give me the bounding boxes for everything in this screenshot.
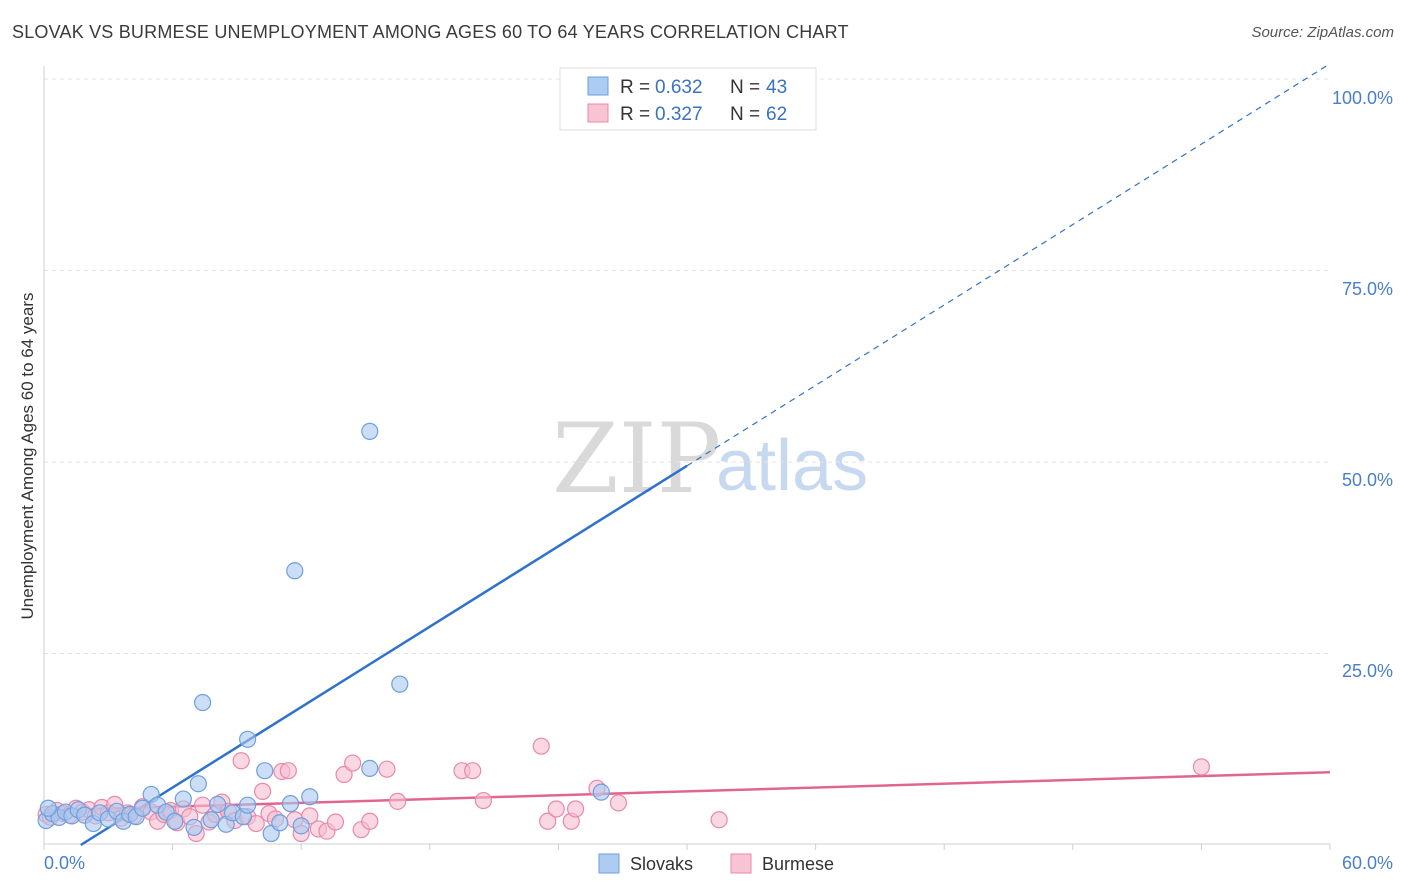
x-tick-label-0: 0.0%: [44, 853, 85, 873]
data-point-burmese: [609, 794, 628, 812]
data-points: [37, 85, 1211, 843]
data-point-slovaks: [301, 788, 319, 806]
y-tick-label-100: 100.0%: [1332, 88, 1393, 108]
data-point-slovaks: [239, 796, 257, 814]
y-tick-label-75: 75.0%: [1342, 279, 1393, 299]
data-point-slovaks: [361, 759, 379, 778]
bottom-legend: Slovaks Burmese: [598, 853, 834, 874]
legend-r-value-burmese: 0.327: [655, 104, 703, 125]
data-point-slovaks: [256, 762, 274, 780]
bottom-legend-label-burmese: Burmese: [762, 854, 834, 874]
source-label: Source: ZipAtlas.com: [1251, 24, 1394, 41]
chart-title: SLOVAK VS BURMESE UNEMPLOYMENT AMONG AGE…: [12, 22, 849, 42]
data-point-burmese: [532, 737, 550, 755]
legend: R = 0.632 N = 43 R = 0.327 N = 62: [559, 67, 817, 131]
data-point-burmese: [547, 800, 565, 818]
legend-n-value-burmese: 62: [766, 104, 787, 125]
y-tick-label-25: 25.0%: [1342, 661, 1393, 681]
grid: [44, 78, 1330, 654]
bottom-legend-swatch-burmese: [730, 853, 752, 874]
data-point-burmese: [232, 752, 250, 770]
data-point-slovaks: [209, 795, 227, 814]
data-point-burmese: [378, 760, 396, 778]
legend-swatch-burmese: [587, 103, 609, 123]
data-point-burmese: [361, 812, 379, 830]
data-point-burmese: [1192, 758, 1211, 776]
data-point-slovaks: [39, 799, 57, 817]
data-point-burmese: [464, 762, 482, 780]
trend-line-burmese: [43, 770, 1331, 812]
data-point-slovaks: [271, 814, 289, 832]
data-point-slovaks: [166, 812, 184, 830]
trend-lines: [43, 63, 1331, 847]
data-point-slovaks: [202, 811, 220, 829]
legend-r-label-burmese: R =: [620, 104, 650, 125]
data-point-slovaks: [189, 775, 207, 793]
data-point-burmese: [279, 762, 297, 780]
data-point-slovaks: [239, 730, 257, 748]
data-point-burmese: [539, 812, 557, 830]
data-point-slovaks: [194, 693, 212, 712]
data-point-slovaks: [286, 562, 304, 580]
legend-swatch-slovaks: [587, 76, 609, 96]
trend-line-slovaks: [80, 464, 688, 847]
bottom-legend-label-slovaks: Slovaks: [630, 854, 693, 874]
legend-n-value-slovaks: 43: [766, 77, 787, 98]
data-point-slovaks: [361, 422, 379, 440]
data-point-slovaks: [174, 790, 192, 808]
data-point-burmese: [344, 754, 362, 772]
data-point-slovaks: [281, 795, 300, 813]
y-tick-label-50: 50.0%: [1342, 470, 1393, 490]
data-point-burmese: [474, 791, 492, 810]
data-point-slovaks: [592, 783, 610, 801]
data-point-burmese: [710, 811, 728, 829]
y-axis-label: Unemployment Among Ages 60 to 64 years: [18, 293, 37, 620]
trend-line-extension-slovaks: [686, 63, 1331, 467]
bottom-legend-swatch-slovaks: [598, 853, 620, 874]
legend-n-label-slovaks: N =: [730, 77, 760, 98]
data-point-burmese: [335, 765, 353, 784]
data-point-slovaks: [391, 675, 409, 693]
legend-n-label-burmese: N =: [730, 104, 760, 125]
watermark-atlas: atlas: [716, 426, 868, 506]
data-point-slovaks: [185, 818, 203, 836]
data-point-burmese: [326, 813, 345, 831]
x-tick-label-60: 60.0%: [1342, 853, 1393, 873]
axes: [43, 66, 1331, 850]
data-point-burmese: [389, 792, 407, 810]
data-point-slovaks: [292, 817, 310, 835]
data-point-burmese: [254, 782, 272, 800]
legend-r-label-slovaks: R =: [620, 77, 650, 98]
data-point-slovaks: [133, 799, 152, 817]
data-point-burmese: [566, 800, 585, 818]
legend-r-value-slovaks: 0.632: [655, 77, 703, 98]
